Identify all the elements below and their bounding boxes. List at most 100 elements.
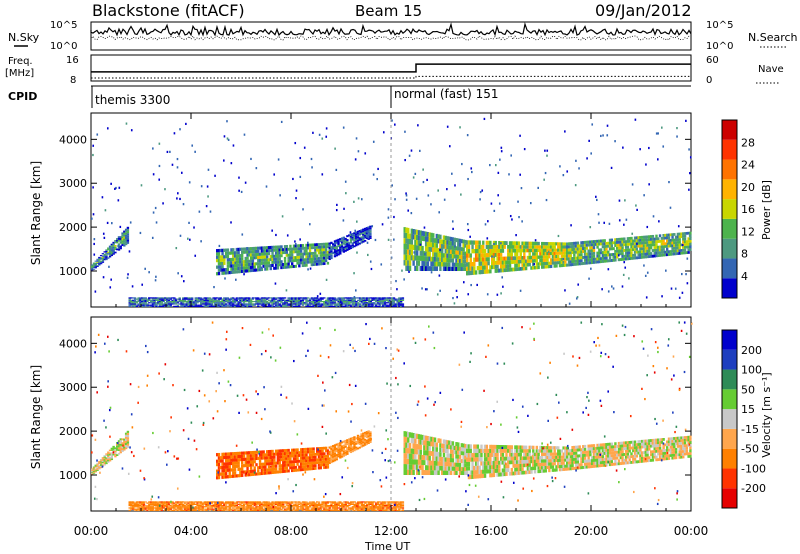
power-scatter-point (502, 285, 504, 288)
power-band-1-cell (303, 249, 306, 253)
velocity-band-1-cell (221, 452, 224, 457)
velocity-band-3-cell (219, 509, 222, 511)
power-band-3-cell (387, 298, 390, 300)
power-band-4-cell (449, 258, 453, 263)
power-band-6-cell (644, 241, 647, 245)
power-band-4-cell (432, 261, 435, 267)
power-scatter-point (508, 173, 510, 176)
power-band-2-cell (360, 236, 363, 239)
velocity-band-3-cell (203, 506, 206, 508)
velocity-band-1-cell (321, 452, 324, 456)
power-band-1-cell (312, 246, 315, 250)
power-band-5-cell (487, 248, 490, 254)
velocity-band-3-cell (287, 501, 290, 503)
power-band-1-cell (276, 257, 280, 261)
power-band-3-cell (319, 305, 322, 307)
power-band-1-cell (219, 255, 222, 259)
power-band-3-cell (312, 302, 315, 304)
velocity-band-1-cell (260, 456, 264, 460)
power-band-5-cell (516, 263, 519, 268)
power-band-4-cell (407, 238, 410, 245)
velocity-band-3-cell (132, 501, 135, 503)
velocity-band-2-cell (358, 435, 361, 438)
power-scatter-point (158, 142, 161, 145)
power-band-5-cell (507, 252, 510, 257)
power-band-3-cell (389, 302, 392, 304)
power-band-5-cell (548, 261, 551, 265)
power-band-5-cell (471, 249, 474, 254)
power-band-3-cell (258, 298, 262, 300)
power-scatter-point (601, 288, 603, 291)
velocity-band-1-cell (228, 462, 231, 466)
velocity-band-1-cell (273, 467, 276, 471)
velocity-band-3-cell (239, 504, 242, 507)
power-band-3-cell (374, 303, 378, 305)
velocity-band-3-cell (185, 502, 189, 504)
power-band-5-cell (499, 260, 503, 265)
power-band-3-cell (351, 298, 355, 300)
velocity-band-3-cell (319, 507, 322, 509)
power-band-2-cell (332, 251, 335, 254)
velocity-band-3-cell (192, 508, 196, 510)
velocity-band-1-cell (280, 464, 283, 468)
velocity-band-3-cell (287, 509, 290, 511)
power-band-3-cell (376, 299, 380, 301)
power-band-3-cell (337, 303, 340, 305)
power-band-3-cell (257, 300, 260, 303)
power-scatter-point (376, 177, 379, 181)
velocity-band-1-cell (237, 467, 240, 471)
velocity-band-0-cell (119, 449, 122, 452)
velocity-band-3-cell (217, 503, 221, 505)
power-band-0-cell (121, 232, 124, 235)
power-band-6-cell (574, 244, 578, 248)
power-band-3-cell (278, 300, 281, 303)
power-band-6-cell (591, 246, 594, 250)
power-band-2-cell (333, 255, 337, 258)
power-band-5-cell (533, 248, 537, 253)
velocity-band-0-cell (110, 456, 114, 459)
power-band-4-cell (403, 232, 406, 239)
power-band-6-cell (623, 254, 626, 258)
power-scatter-point (537, 186, 540, 190)
power-band-5-cell (528, 262, 531, 267)
velocity-band-3-cell (219, 503, 222, 505)
power-band-1-cell (296, 247, 299, 251)
power-band-1-cell (283, 256, 287, 260)
power-band-6-cell (619, 240, 622, 244)
power-band-4-cell (464, 239, 467, 244)
velocity-band-1-cell (292, 466, 296, 469)
power-band-6-cell (657, 245, 660, 249)
power-band-4-cell (410, 255, 414, 261)
velocity-band-0-cell (99, 464, 103, 466)
power-band-3-cell (378, 304, 381, 306)
power-band-5-cell (514, 252, 517, 257)
velocity-band-3-cell (198, 509, 201, 511)
power-band-3-cell (153, 297, 156, 299)
power-band-1-cell (262, 252, 265, 256)
power-scatter-point (595, 198, 598, 202)
velocity-band-1-cell (242, 454, 246, 458)
power-scatter-point (498, 202, 501, 205)
power-band-6-cell (673, 246, 676, 250)
power-band-1-cell (271, 257, 274, 261)
power-band-0-cell (121, 244, 124, 246)
power-scatter-point (175, 246, 178, 250)
power-band-6-cell (669, 250, 672, 253)
power-band-3-cell (176, 300, 180, 303)
power-band-3-cell (192, 304, 196, 306)
power-band-1-cell (296, 250, 299, 254)
power-band-1-cell (303, 252, 306, 256)
velocity-band-3-cell (167, 502, 171, 504)
power-scatter-point (189, 238, 191, 241)
power-band-0-cell (117, 243, 121, 246)
power-band-5-cell (553, 264, 556, 268)
velocity-band-2-cell (356, 442, 360, 444)
power-band-2-cell (367, 238, 370, 240)
power-band-6-cell (589, 243, 592, 247)
power-band-3-cell (257, 302, 260, 304)
power-band-6-cell (587, 252, 590, 256)
power-band-3-cell (399, 298, 403, 300)
power-band-6-cell (617, 258, 621, 262)
power-band-6-cell (608, 241, 612, 245)
power-band-3-cell (346, 298, 349, 300)
